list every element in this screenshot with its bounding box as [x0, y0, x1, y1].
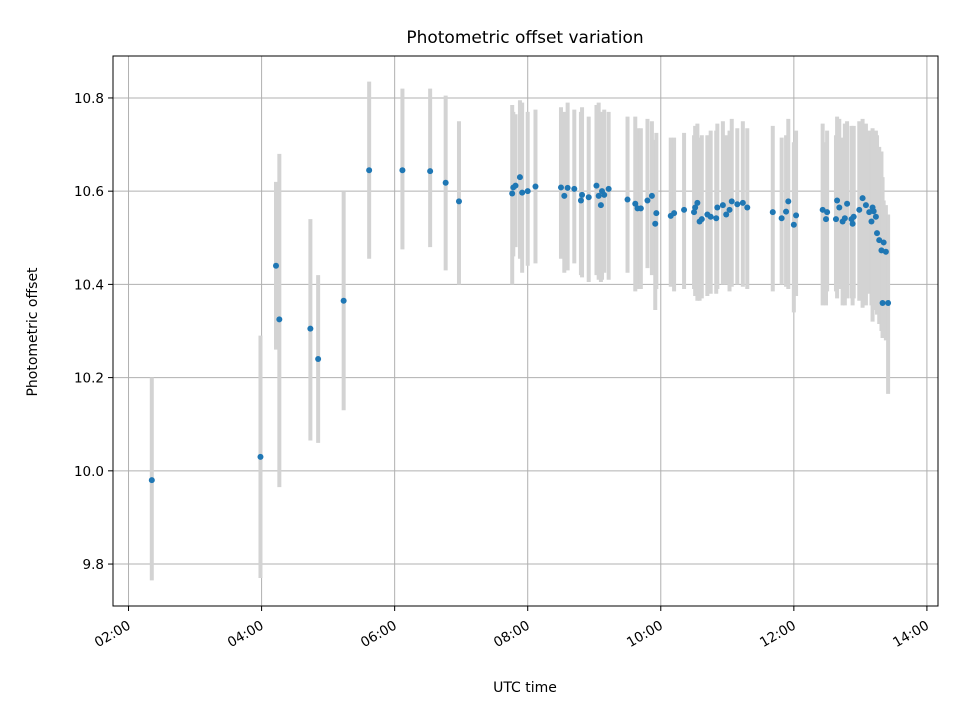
data-point — [739, 199, 746, 206]
data-point — [624, 196, 631, 203]
data-point — [744, 204, 751, 211]
data-point — [366, 167, 373, 174]
data-point — [783, 208, 790, 215]
data-point — [870, 208, 877, 215]
y-tick-label: 10.6 — [74, 184, 104, 200]
data-point — [719, 202, 726, 209]
data-point — [632, 200, 639, 207]
data-point — [778, 215, 785, 222]
data-point — [728, 198, 735, 205]
data-point — [769, 209, 776, 216]
data-point — [652, 220, 659, 227]
data-point — [882, 248, 889, 255]
y-tick-label: 10.4 — [74, 277, 104, 293]
data-point — [681, 206, 688, 213]
data-point — [849, 220, 856, 227]
data-point — [707, 213, 714, 220]
data-point — [823, 216, 830, 223]
data-point — [734, 201, 741, 208]
y-tick-label: 9.8 — [83, 557, 104, 573]
data-point — [557, 184, 564, 191]
data-point — [340, 297, 347, 304]
data-point — [593, 182, 600, 189]
data-point — [601, 191, 608, 198]
data-point — [694, 199, 701, 206]
data-point — [512, 182, 519, 189]
data-point — [832, 216, 839, 223]
data-point — [790, 221, 797, 228]
data-point — [597, 202, 604, 209]
data-point — [862, 202, 869, 209]
y-axis-label: Photometric offset — [25, 267, 41, 397]
data-point — [692, 204, 699, 211]
data-point — [872, 213, 879, 220]
data-point — [571, 185, 578, 192]
data-point — [671, 210, 678, 217]
plot-frame — [112, 55, 939, 607]
data-point — [509, 190, 516, 197]
data-point — [637, 205, 644, 212]
data-point — [876, 237, 883, 244]
data-point — [595, 192, 602, 199]
data-point — [836, 204, 843, 211]
data-point — [276, 316, 283, 323]
data-point — [605, 185, 612, 192]
data-point — [841, 215, 848, 222]
data-point — [874, 230, 881, 237]
data-point — [653, 210, 660, 217]
data-point — [257, 453, 264, 460]
data-point — [585, 194, 592, 201]
data-point — [579, 191, 586, 198]
data-point — [273, 262, 280, 269]
data-point — [714, 204, 721, 211]
data-point — [564, 184, 571, 191]
data-point — [793, 212, 800, 219]
data-point — [399, 167, 406, 174]
data-point — [824, 209, 831, 216]
data-point — [859, 195, 866, 202]
chart-title: Photometric offset variation — [406, 28, 643, 48]
data-point — [561, 192, 568, 199]
y-axis-ticks: 9.8 10.0 10.2 10.4 10.6 10.8 — [74, 91, 113, 573]
x-axis-label: UTC time — [493, 680, 557, 696]
data-point — [698, 216, 705, 223]
data-point — [524, 188, 531, 195]
y-tick-label: 10.2 — [74, 371, 104, 387]
data-point — [427, 168, 434, 175]
data-point — [785, 198, 792, 205]
data-point — [532, 183, 539, 190]
data-point — [850, 213, 857, 220]
data-point — [856, 206, 863, 213]
data-point — [148, 477, 155, 484]
data-point — [726, 206, 733, 213]
data-point — [885, 300, 892, 307]
data-point — [868, 218, 875, 225]
data-points — [148, 167, 892, 484]
data-point — [455, 198, 462, 205]
data-point — [644, 197, 651, 204]
y-tick-label: 10.0 — [74, 464, 104, 480]
data-point — [834, 197, 841, 204]
data-point — [516, 174, 523, 181]
data-point — [307, 325, 314, 332]
data-point — [648, 192, 655, 199]
y-tick-label: 10.8 — [74, 91, 104, 107]
data-point — [844, 200, 851, 207]
data-point — [691, 209, 698, 216]
data-point — [315, 355, 322, 362]
data-point — [713, 215, 720, 222]
data-point — [577, 197, 584, 204]
data-point — [819, 206, 826, 213]
data-point — [442, 179, 449, 186]
data-point — [519, 189, 526, 196]
data-point — [723, 211, 730, 218]
data-point — [879, 300, 886, 307]
data-point — [880, 239, 887, 246]
